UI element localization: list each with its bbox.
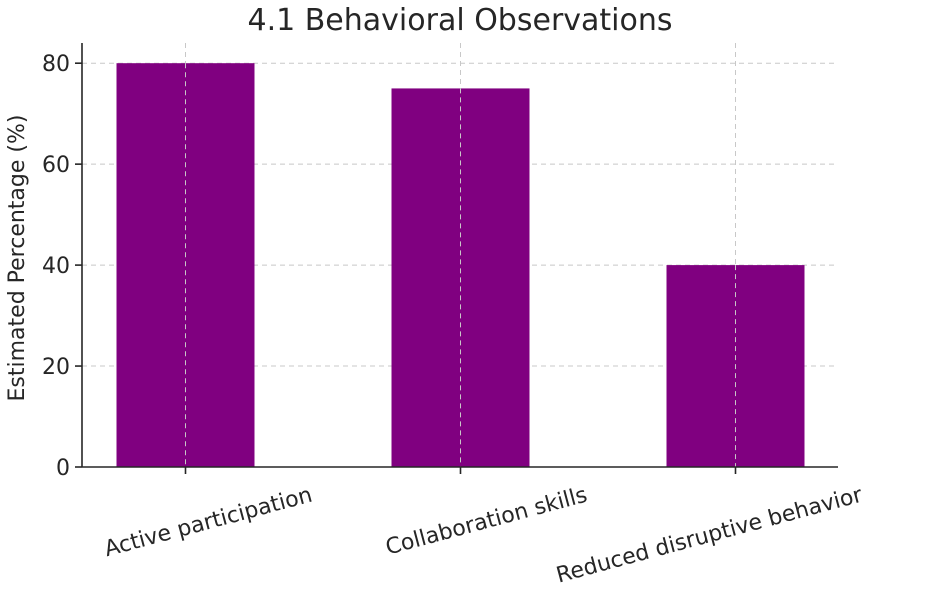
y-tick-label: 0	[56, 456, 70, 481]
y-tick-label: 60	[42, 153, 70, 178]
bars	[116, 63, 805, 467]
y-tick-label: 80	[42, 52, 70, 77]
y-tick-label: 20	[42, 355, 70, 380]
y-tick-label: 40	[42, 254, 70, 279]
chart-title: 4.1 Behavioral Observations	[247, 3, 672, 38]
axes	[75, 43, 838, 474]
x-tick-label: Reduced disruptive behavior	[554, 482, 866, 588]
y-axis-label: Estimated Percentage (%)	[5, 115, 30, 402]
x-tick-label: Active participation	[102, 483, 315, 563]
x-tick-labels: Active participation Collaboration skills…	[102, 482, 866, 588]
y-tick-labels: 0 20 40 60 80	[42, 52, 70, 481]
x-tick-label: Collaboration skills	[383, 483, 590, 561]
